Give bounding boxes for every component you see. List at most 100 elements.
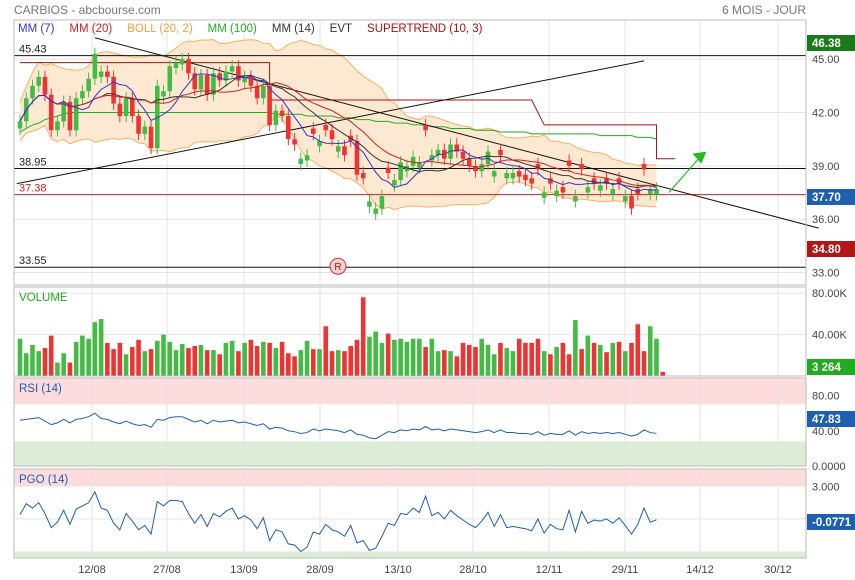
volume-bar: [660, 371, 666, 376]
volume-bar: [610, 342, 616, 376]
x-tick-label: 14/12: [686, 564, 714, 576]
volume-tick-label: 80.00K: [812, 288, 848, 300]
rsi-title: RSI (14): [19, 383, 62, 395]
volume-bar: [192, 345, 198, 376]
candle-body: [42, 76, 48, 95]
candle-body: [410, 156, 416, 166]
panel-border: [13, 377, 807, 467]
volume-bar: [566, 354, 572, 376]
candle-body: [460, 151, 466, 159]
horizontal-level-label: 33.55: [19, 255, 47, 267]
candle-body: [585, 187, 591, 193]
volume-bar: [161, 334, 166, 376]
rsi-tick-label: 40.00: [812, 426, 840, 438]
volume-bar: [248, 339, 254, 376]
volume-bar: [173, 350, 179, 376]
candle-body: [342, 146, 347, 156]
volume-bar: [485, 344, 491, 376]
panel-border: [13, 468, 807, 559]
panel-border: [13, 286, 807, 377]
volume-bar: [261, 341, 266, 376]
candle-body: [192, 73, 198, 90]
candle-body: [498, 149, 503, 156]
volume-bar: [86, 338, 91, 376]
candle-body: [554, 190, 559, 197]
candle-body: [491, 171, 497, 177]
pgo-last-badge-bg: [807, 514, 855, 530]
chart-period-label: 6 MOIS - JOUR: [722, 3, 807, 17]
candle-body: [523, 174, 528, 181]
volume-bar: [342, 351, 347, 376]
volume-bar: [417, 338, 422, 376]
volume-bar: [73, 341, 79, 376]
volume-bar: [292, 356, 297, 376]
volume-bar: [629, 342, 634, 376]
pgo-line: [19, 490, 657, 553]
supertrend-line: [20, 62, 676, 160]
horizontal-level-label: 45.43: [19, 44, 47, 56]
candle-body: [48, 94, 54, 131]
volume-last-badge-bg: [807, 359, 855, 375]
x-tick-label: 13/09: [230, 564, 258, 576]
volume-bar: [30, 344, 35, 376]
candle-body: [535, 164, 541, 170]
volume-bar: [635, 324, 641, 376]
candle-body: [579, 164, 584, 170]
candle-body: [354, 140, 360, 175]
y-tick-label: 33.00: [812, 268, 840, 280]
volume-bar: [404, 341, 410, 376]
candle-body: [61, 101, 66, 122]
volume-bar: [479, 338, 485, 376]
volume-tick-label: 40.00K: [812, 330, 848, 342]
volume-bar: [523, 342, 528, 376]
candle-body: [248, 76, 254, 86]
candle-body: [273, 110, 279, 125]
rsi-tick-label: 80.00: [812, 391, 840, 403]
candle-body: [360, 172, 366, 179]
x-tick-label: 13/10: [384, 564, 412, 576]
candle-body: [161, 91, 166, 97]
candle-body: [317, 140, 322, 147]
volume-bar: [105, 342, 110, 376]
candle-body: [279, 110, 285, 117]
bollinger-lower-line: [19, 113, 657, 211]
candle-body: [385, 167, 391, 173]
candle-body: [86, 78, 91, 92]
volume-bar: [42, 348, 48, 376]
candle-body: [629, 196, 634, 209]
volume-bar: [654, 338, 659, 376]
volume-last-badge: 3 264: [812, 362, 841, 374]
volume-bar: [48, 335, 54, 376]
volume-bar: [61, 353, 66, 376]
volume-bar: [466, 344, 472, 376]
volume-bar: [254, 345, 260, 376]
x-tick-label: 12/08: [78, 564, 106, 576]
candle-body: [610, 188, 616, 195]
volume-bar: [273, 348, 279, 376]
candle-body: [30, 85, 35, 99]
volume-bar: [167, 341, 173, 376]
volume-bar: [304, 340, 310, 376]
candle-body: [261, 85, 266, 99]
candle-body: [510, 172, 516, 179]
pgo-oversold-zone: [14, 551, 806, 558]
volume-bar: [323, 326, 329, 376]
volume-bar: [491, 354, 497, 376]
candle-body: [429, 155, 435, 161]
volume-bar: [136, 339, 141, 376]
volume-bar: [36, 351, 42, 376]
candle-body: [604, 178, 609, 184]
candle-body: [229, 66, 235, 72]
volume-bar: [55, 362, 60, 376]
candle-body: [179, 59, 185, 65]
volume-bar: [130, 347, 135, 376]
price-high-badge-bg: [807, 35, 855, 51]
volume-bar: [585, 335, 591, 376]
candle-body: [17, 121, 23, 129]
volume-bar: [317, 349, 322, 376]
candle-body: [130, 98, 135, 117]
volume-bar: [179, 343, 185, 376]
volume-bar: [198, 344, 204, 376]
trendline: [94, 37, 819, 229]
volume-bar: [473, 347, 478, 376]
